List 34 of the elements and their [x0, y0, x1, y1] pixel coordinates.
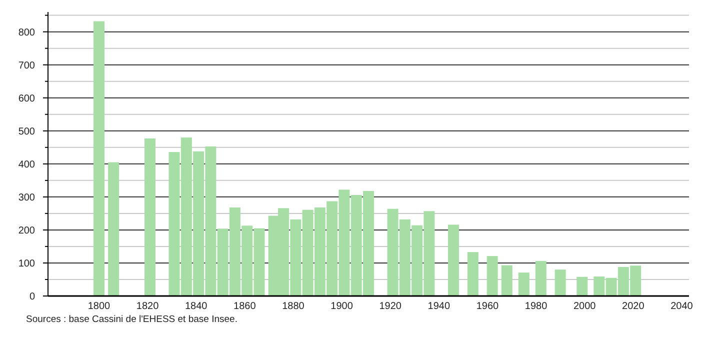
x-tick-label: 2000: [573, 301, 596, 312]
y-tick-label: 0: [29, 292, 36, 302]
y-tick-label: 200: [18, 225, 36, 236]
x-tick-label: 1880: [282, 301, 305, 312]
bar: [501, 265, 512, 296]
x-tick-label: 1860: [234, 301, 256, 312]
bar: [93, 21, 104, 296]
x-tick-label: 1900: [330, 301, 354, 312]
bar: [535, 260, 546, 296]
x-tick-label: 1920: [379, 301, 402, 312]
x-tick-label: 1980: [524, 301, 548, 312]
bar: [554, 270, 566, 296]
bar: [518, 272, 530, 296]
y-tick-label: 400: [18, 159, 36, 170]
x-tick-label: 1800: [88, 301, 111, 312]
x-tick-label: 1940: [428, 301, 450, 312]
y-tick-label: 500: [18, 126, 36, 138]
x-tick-label: 2040: [670, 301, 694, 312]
x-tick-label: 1840: [184, 301, 208, 312]
y-tick-label: 800: [18, 27, 36, 38]
y-tick-label: 700: [18, 60, 36, 72]
bar: [144, 138, 156, 296]
y-tick-label: 100: [18, 258, 36, 270]
bar: [448, 224, 459, 296]
y-tick-label: 300: [18, 192, 36, 204]
x-tick-label: 2020: [622, 301, 645, 312]
bar: [467, 252, 478, 296]
x-tick-label: 1960: [476, 301, 500, 312]
source-note: Sources : base Cassini de l'EHESS et base Insee.: [26, 314, 238, 325]
bar: [108, 162, 120, 296]
bar: [486, 256, 498, 296]
y-tick-label: 600: [18, 93, 36, 104]
x-tick-label: 1820: [136, 301, 160, 312]
bar: [576, 276, 588, 296]
